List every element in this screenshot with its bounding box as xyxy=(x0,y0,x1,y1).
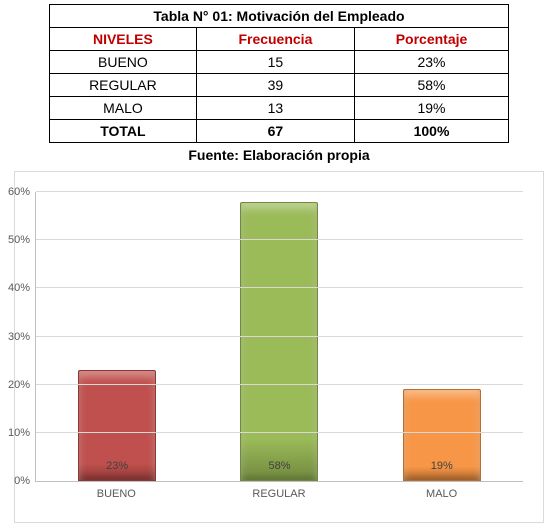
bar-regular: 58% xyxy=(240,202,318,481)
cell-total-freq: 67 xyxy=(196,120,354,143)
table-row: MALO 13 19% xyxy=(50,97,509,120)
table-row: BUENO 15 23% xyxy=(50,51,509,74)
bar-chart: 23%58%19% 0%10%20%30%40%50%60% BUENOREGU… xyxy=(14,171,544,523)
gridline xyxy=(36,336,523,337)
bars-container: 23% 58% 19% xyxy=(36,192,523,481)
gridline xyxy=(36,384,523,385)
gridline xyxy=(36,287,523,288)
cell-nivel: MALO xyxy=(50,97,197,120)
cell-freq: 13 xyxy=(196,97,354,120)
bar-slot: 19% xyxy=(361,192,523,481)
y-tick-label: 20% xyxy=(8,379,36,391)
y-tick-label: 50% xyxy=(8,234,36,246)
data-table: Tabla N° 01: Motivación del Empleado NIV… xyxy=(49,4,509,143)
y-tick-label: 10% xyxy=(8,427,36,439)
cell-total-label: TOTAL xyxy=(50,120,197,143)
gridline xyxy=(36,239,523,240)
plot-area: 23%58%19% 0%10%20%30%40%50%60% xyxy=(35,192,523,482)
source-caption: Fuente: Elaboración propia xyxy=(4,147,554,163)
x-tick-label: REGULAR xyxy=(198,488,361,500)
col-header-frecuencia: Frecuencia xyxy=(196,28,354,51)
bar-bueno: 23% xyxy=(78,370,156,481)
x-axis: BUENOREGULARMALO xyxy=(35,488,523,500)
cell-total-pct: 100% xyxy=(355,120,509,143)
bar-slot: 23% xyxy=(36,192,198,481)
cell-pct: 23% xyxy=(355,51,509,74)
cell-nivel: BUENO xyxy=(50,51,197,74)
y-tick-label: 40% xyxy=(8,282,36,294)
cell-nivel: REGULAR xyxy=(50,74,197,97)
table-total-row: TOTAL 67 100% xyxy=(50,120,509,143)
table-row: REGULAR 39 58% xyxy=(50,74,509,97)
bar-value-label: 23% xyxy=(79,460,155,472)
bar-slot: 58% xyxy=(198,192,360,481)
cell-pct: 19% xyxy=(355,97,509,120)
gridline xyxy=(36,432,523,433)
bar-malo: 19% xyxy=(403,389,481,481)
y-tick-label: 0% xyxy=(14,475,36,487)
y-tick-label: 30% xyxy=(8,331,36,343)
cell-freq: 39 xyxy=(196,74,354,97)
col-header-niveles: NIVELES xyxy=(50,28,197,51)
cell-pct: 58% xyxy=(355,74,509,97)
gridline xyxy=(36,191,523,192)
bar-value-label: 19% xyxy=(404,460,480,472)
cell-freq: 15 xyxy=(196,51,354,74)
table-header-row: NIVELES Frecuencia Porcentaje xyxy=(50,28,509,51)
x-tick-label: MALO xyxy=(360,488,523,500)
x-tick-label: BUENO xyxy=(35,488,198,500)
y-tick-label: 60% xyxy=(8,186,36,198)
bar-value-label: 58% xyxy=(241,460,317,472)
col-header-porcentaje: Porcentaje xyxy=(355,28,509,51)
table-title: Tabla N° 01: Motivación del Empleado xyxy=(50,5,509,28)
